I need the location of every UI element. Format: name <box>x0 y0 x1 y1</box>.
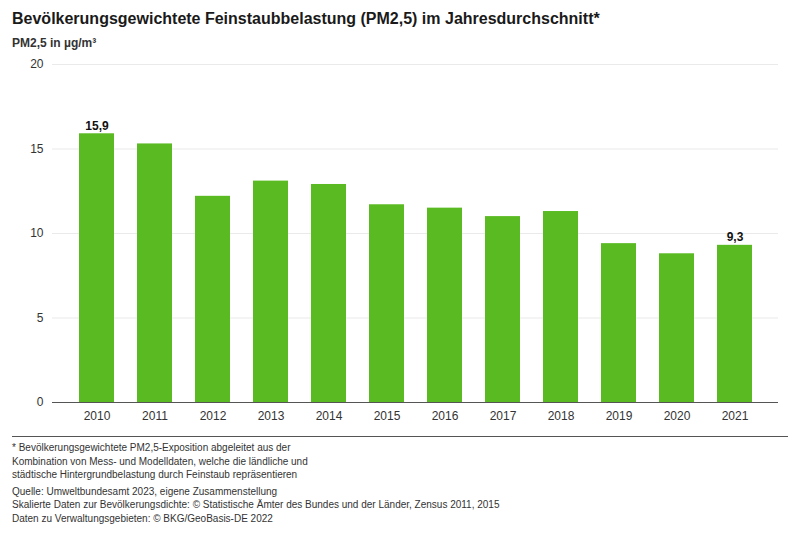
svg-text:2014: 2014 <box>316 409 343 423</box>
html-text:* Bevölkerungsgewichtete PM2,5: * Bevölkerungsgewichtete PM2,5-Expositio… <box>12 442 308 480</box>
svg-text:0: 0 <box>37 395 44 409</box>
svg-text:10: 10 <box>30 226 44 240</box>
svg-text:20: 20 <box>30 57 44 71</box>
svg-text:2011: 2011 <box>142 409 168 423</box>
svg-text:15,9: 15,9 <box>85 119 109 133</box>
svg-text:9,3: 9,3 <box>727 230 744 244</box>
svg-text:2012: 2012 <box>200 409 227 423</box>
svg-text:2018: 2018 <box>548 409 575 423</box>
svg-text:2020: 2020 <box>664 409 691 423</box>
svg-text:5: 5 <box>37 311 44 325</box>
svg-text:2017: 2017 <box>490 409 517 423</box>
svg-text:2019: 2019 <box>606 409 633 423</box>
html-text:Quelle: Umweltbundesamt 2023,: Quelle: Umweltbundesamt 2023, eigene Zus… <box>12 485 500 524</box>
svg-text:2010: 2010 <box>84 409 111 423</box>
html-text:PM2,5 in µg/m³: PM2,5 in µg/m³ <box>12 36 97 50</box>
svg-text:2013: 2013 <box>258 409 285 423</box>
html-text:Bevölkerungsgewichtete Feinsta: Bevölkerungsgewichtete Feinstaubbelastun… <box>12 10 600 27</box>
svg-text:2015: 2015 <box>374 409 401 423</box>
svg-text:2021: 2021 <box>722 409 749 423</box>
svg-text:15: 15 <box>30 142 44 156</box>
svg-text:2016: 2016 <box>432 409 459 423</box>
